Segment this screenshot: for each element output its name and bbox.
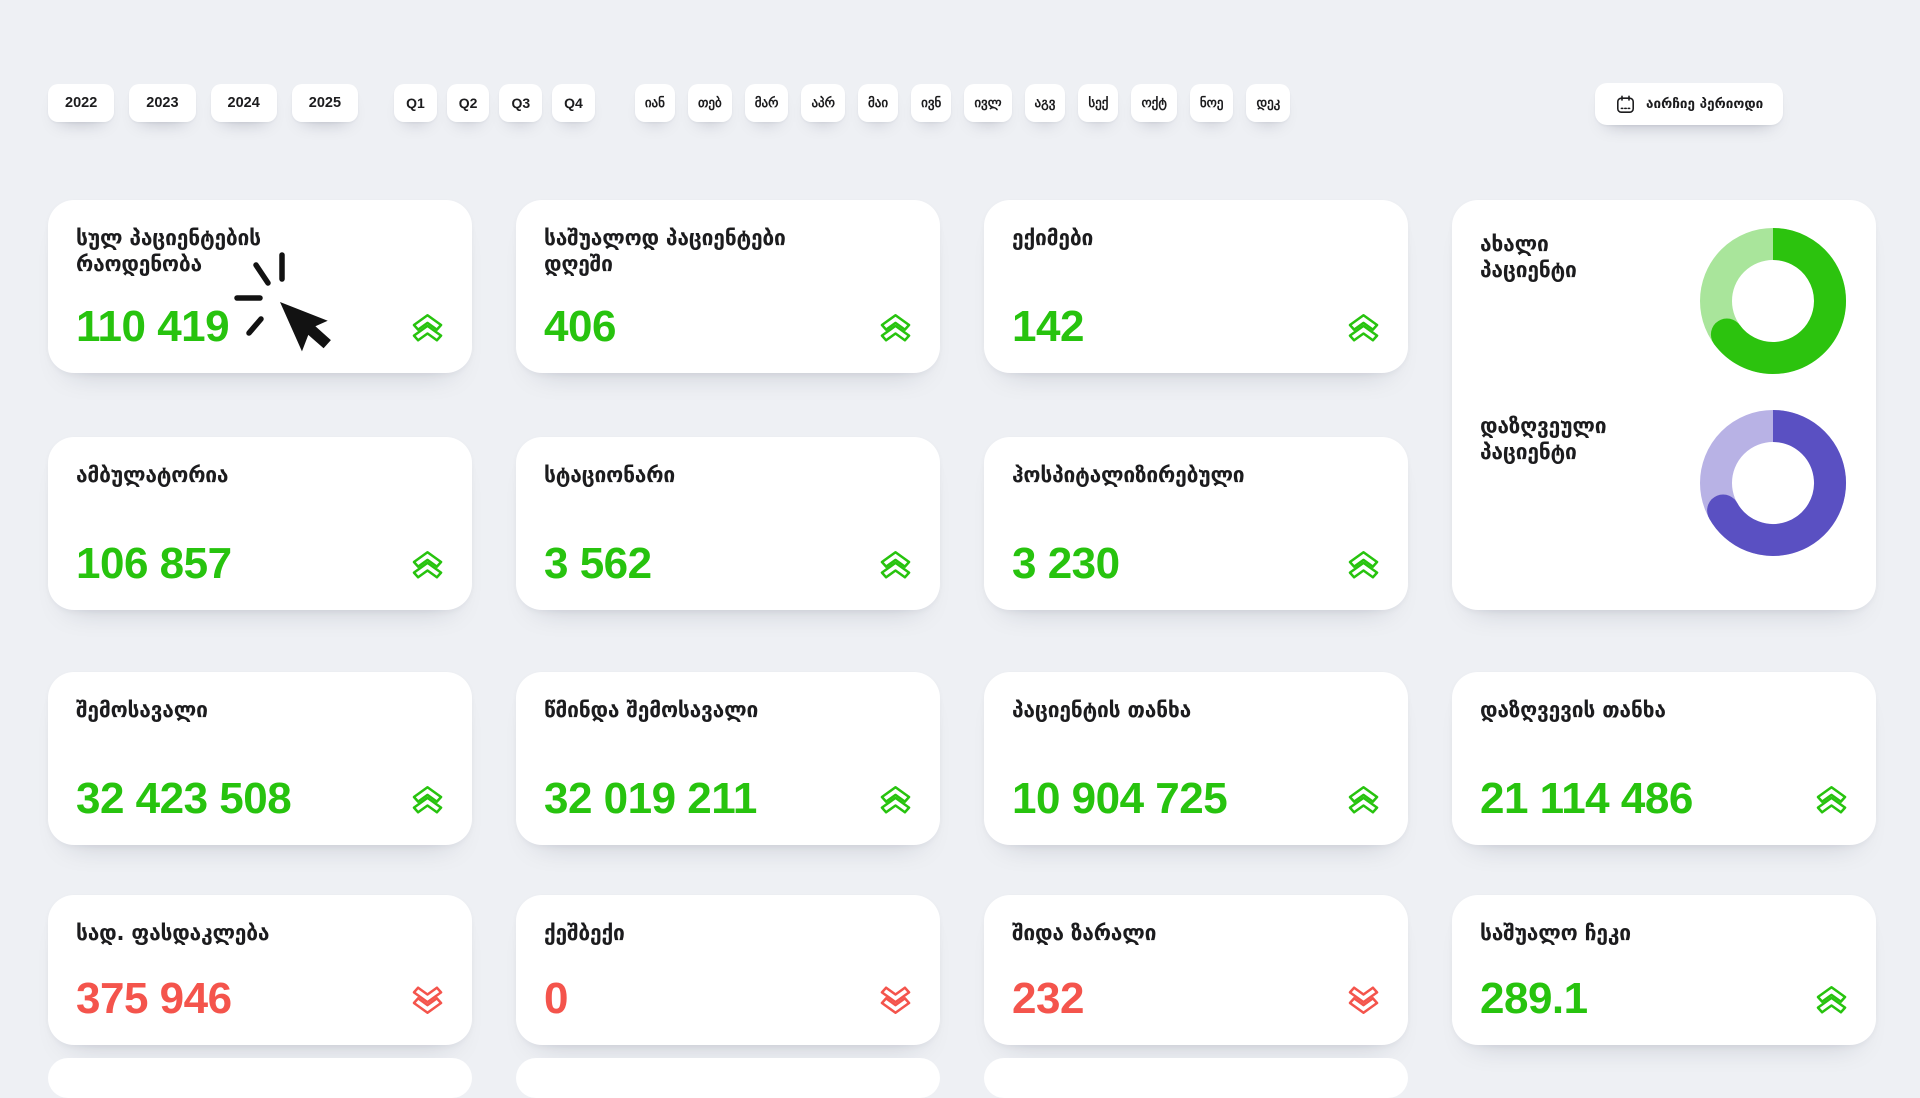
trend-up-icon (1815, 785, 1848, 819)
quarter-button-q1[interactable]: Q1 (394, 84, 437, 122)
stat-card-label: ამბულატორია (76, 463, 229, 487)
stat-card-value: 110 419 (76, 302, 230, 351)
insured-patient-label: დაზღვეული პაციენტი (1480, 414, 1607, 464)
stat-card-doctors[interactable]: ექიმები 142 (984, 200, 1408, 373)
partial-card (516, 1058, 940, 1098)
month-button-dec[interactable]: დეკ (1246, 84, 1291, 122)
stat-card-average-check[interactable]: საშუალო ჩეკი 289.1 (1452, 895, 1876, 1045)
month-button-jun[interactable]: ივნ (911, 84, 952, 122)
new-patient-donut-chart (1698, 226, 1848, 376)
quarter-button-q3[interactable]: Q3 (499, 84, 543, 122)
stat-card-cashback[interactable]: ქეშბექი 0 (516, 895, 940, 1045)
stat-card-label: ჰოსპიტალიზირებული (1012, 463, 1245, 487)
stat-card-value: 289.1 (1480, 974, 1588, 1023)
stat-card-value: 0 (544, 974, 568, 1023)
month-button-jan[interactable]: იან (634, 84, 675, 122)
stat-card-value: 142 (1012, 302, 1084, 351)
stat-card-label: ქეშბექი (544, 921, 625, 945)
year-filter-group: 2022 2023 2024 2025 (48, 84, 359, 122)
quarter-button-q4[interactable]: Q4 (552, 84, 595, 122)
stat-card-total-patients[interactable]: სულ პაციენტების რაოდენობა 110 419 (48, 200, 472, 373)
trend-up-icon (1347, 785, 1380, 819)
stat-card-discount[interactable]: სად. ფასდაკლება 375 946 (48, 895, 472, 1045)
month-filter-group: იან თებ მარ აპრ მაი ივნ ივლ აგვ სექ ოქტ … (634, 84, 1291, 122)
calendar-icon (1615, 94, 1636, 115)
stat-card-value: 106 857 (76, 539, 232, 588)
quarter-button-q2[interactable]: Q2 (446, 84, 490, 122)
stat-card-value: 32 423 508 (76, 774, 292, 823)
stat-card-label: სულ პაციენტების რაოდენობა (76, 226, 261, 276)
stat-card-stationary[interactable]: სტაციონარი 3 562 (516, 437, 940, 610)
kpi-grid: სულ პაციენტების რაოდენობა 110 419 საშუალ… (48, 200, 1876, 1045)
stat-card-value: 3 230 (1012, 539, 1120, 588)
stat-card-value: 232 (1012, 974, 1084, 1023)
month-button-nov[interactable]: ნოე (1189, 84, 1234, 122)
year-button-2023[interactable]: 2023 (129, 84, 196, 122)
stat-card-label: საშუალო ჩეკი (1480, 921, 1631, 945)
month-button-mar[interactable]: მარ (744, 84, 789, 122)
year-button-2022[interactable]: 2022 (48, 84, 115, 122)
stat-card-value: 21 114 486 (1480, 774, 1693, 823)
trend-up-icon (1347, 550, 1380, 584)
stat-card-label: შემოსავალი (76, 698, 208, 722)
stat-card-value: 32 019 211 (544, 774, 757, 823)
choose-period-button[interactable]: აირჩიე პერიოდი (1595, 83, 1784, 125)
stat-card-value: 10 904 725 (1012, 774, 1228, 823)
stat-card-value: 406 (544, 302, 616, 351)
trend-down-icon (1347, 985, 1380, 1019)
stat-card-label: შიდა ზარალი (1012, 921, 1157, 945)
new-patient-donut-row: ახალი პაციენტი (1480, 226, 1848, 376)
stat-card-ambulatory[interactable]: ამბულატორია 106 857 (48, 437, 472, 610)
stat-card-value: 375 946 (76, 974, 232, 1023)
year-button-2025[interactable]: 2025 (291, 84, 359, 122)
month-button-may[interactable]: მაი (858, 84, 899, 122)
trend-up-icon (879, 550, 912, 584)
stat-card-label: სად. ფასდაკლება (76, 921, 270, 945)
stat-card-net-revenue[interactable]: წმინდა შემოსავალი 32 019 211 (516, 672, 940, 845)
month-button-feb[interactable]: თებ (687, 84, 732, 122)
stat-card-label: სტაციონარი (544, 463, 675, 487)
stat-card-internal-loss[interactable]: შიდა ზარალი 232 (984, 895, 1408, 1045)
patients-donut-card[interactable]: ახალი პაციენტი დაზღვეული პაციენტი (1452, 200, 1876, 610)
stat-card-value: 3 562 (544, 539, 652, 588)
choose-period-label: აირჩიე პერიოდი (1646, 96, 1764, 112)
trend-up-icon (411, 313, 444, 347)
trend-up-icon (411, 785, 444, 819)
insured-patient-donut-chart (1698, 408, 1848, 558)
stat-card-avg-patients-per-day[interactable]: საშუალოდ პაციენტები დღეში 406 (516, 200, 940, 373)
stat-card-label: პაციენტის თანხა (1012, 698, 1192, 722)
stat-card-label: დაზღვევის თანხა (1480, 698, 1666, 722)
stat-card-revenue[interactable]: შემოსავალი 32 423 508 (48, 672, 472, 845)
month-button-aug[interactable]: აგვ (1024, 84, 1066, 122)
filter-bar: 2022 2023 2024 2025 Q1 Q2 Q3 Q4 იან თებ … (48, 84, 1291, 122)
stat-card-label: საშუალოდ პაციენტები დღეში (544, 226, 786, 276)
quarter-filter-group: Q1 Q2 Q3 Q4 (394, 84, 595, 122)
stat-card-patient-amount[interactable]: პაციენტის თანხა 10 904 725 (984, 672, 1408, 845)
trend-up-icon (1347, 313, 1380, 347)
trend-down-icon (411, 985, 444, 1019)
stat-card-hospitalized[interactable]: ჰოსპიტალიზირებული 3 230 (984, 437, 1408, 610)
trend-up-icon (1815, 985, 1848, 1019)
trend-up-icon (879, 785, 912, 819)
trend-up-icon (411, 550, 444, 584)
month-button-jul[interactable]: ივლ (964, 84, 1012, 122)
year-button-2024[interactable]: 2024 (210, 84, 277, 122)
stat-card-label: ექიმები (1012, 226, 1094, 250)
partial-card (48, 1058, 472, 1098)
trend-down-icon (879, 985, 912, 1019)
trend-up-icon (879, 313, 912, 347)
month-button-apr[interactable]: აპრ (801, 84, 845, 122)
insured-patient-donut-row: დაზღვეული პაციენტი (1480, 408, 1848, 558)
month-button-sep[interactable]: სექ (1078, 84, 1119, 122)
partial-card (984, 1058, 1408, 1098)
new-patient-label: ახალი პაციენტი (1480, 232, 1577, 282)
stat-card-label: წმინდა შემოსავალი (544, 698, 759, 722)
month-button-oct[interactable]: ოქტ (1131, 84, 1177, 122)
stat-card-insurance-amount[interactable]: დაზღვევის თანხა 21 114 486 (1452, 672, 1876, 845)
